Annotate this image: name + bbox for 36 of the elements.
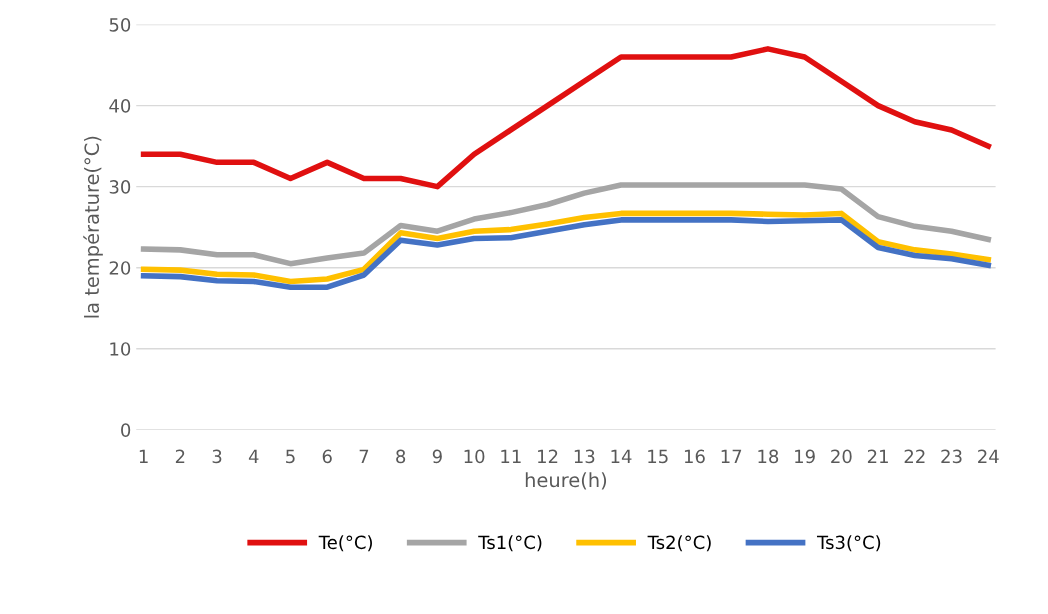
x-tick-label: 15 (648, 449, 668, 464)
x-tick-label: 14 (611, 449, 632, 463)
x-tick-label: 7 (359, 449, 369, 463)
x-tick-label: 24 (978, 449, 999, 463)
legend-label: Ts1(°C) (478, 535, 542, 552)
y-tick-label: 10 (110, 342, 131, 356)
y-axis-title: la température(°C) (83, 136, 103, 318)
x-tick-label: 17 (721, 449, 742, 463)
x-tick-label: 11 (501, 449, 521, 463)
x-tick-label: 18 (758, 449, 779, 464)
x-tick-label: 23 (941, 449, 962, 464)
x-tick-label: 16 (684, 449, 705, 464)
y-tick-label: 0 (121, 423, 131, 437)
x-tick-label: 13 (574, 449, 595, 464)
x-tick-label: 21 (867, 449, 888, 463)
x-axis-title: heure(h) (525, 472, 607, 490)
y-tick-label: 40 (109, 99, 131, 113)
x-tick-label: 4 (248, 449, 259, 463)
legend-label: Te(°C) (318, 535, 372, 552)
x-tick-label: 3 (212, 449, 222, 464)
x-tick-label: 8 (396, 449, 406, 464)
x-tick-label: 1 (139, 449, 148, 463)
x-tick-label: 19 (795, 449, 815, 464)
x-tick-label: 10 (464, 449, 485, 464)
x-tick-label: 12 (538, 449, 558, 463)
y-tick-label: 50 (109, 18, 131, 32)
x-tick-label: 6 (322, 449, 332, 464)
y-tick-label: 30 (109, 180, 131, 194)
y-tick-label: 20 (109, 261, 131, 275)
x-tick-label: 2 (175, 449, 185, 463)
x-tick-label: 9 (432, 449, 442, 464)
legend-label: Ts2(°C) (647, 535, 711, 552)
x-tick-label: 22 (904, 449, 925, 463)
x-tick-label: 20 (831, 449, 852, 464)
x-tick-label: 5 (286, 449, 295, 464)
legend-label: Ts3(°C) (816, 535, 881, 552)
